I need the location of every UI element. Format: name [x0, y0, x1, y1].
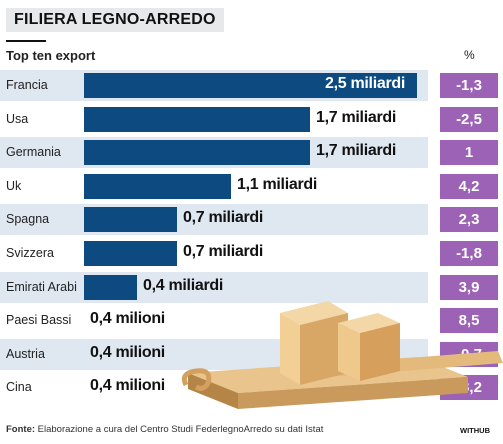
value-label: 0,4 milioni — [90, 343, 165, 361]
category-label: Uk — [6, 178, 22, 193]
category-label: Cina — [6, 380, 32, 395]
chart-row: Francia 2,5 miliardi -1,3 — [0, 70, 503, 101]
bar — [84, 207, 177, 233]
percent-change-label: -1,8 — [440, 241, 498, 266]
source-text: Elaborazione a cura del Centro Studi Fed… — [35, 424, 324, 435]
chart-row: Spagna 0,7 miliardi 2,3 — [0, 204, 503, 236]
category-label: Usa — [6, 111, 29, 126]
percent-change-label: 3,9 — [440, 274, 498, 300]
bar — [84, 274, 137, 300]
percent-change-label: -2,5 — [440, 106, 498, 132]
chart-title: FILIERA LEGNO-ARREDO — [6, 8, 224, 32]
publisher-logo: WITHUB — [460, 426, 490, 435]
header: FILIERA LEGNO-ARREDO — [0, 0, 503, 42]
bar — [84, 173, 231, 199]
value-label: 0,4 milioni — [90, 377, 165, 395]
category-label: Paesi Bassi — [6, 313, 72, 328]
chart-row: Germania 1,7 miliardi 1 — [0, 137, 503, 169]
value-label: 1,7 miliardi — [316, 108, 396, 126]
category-label: Spagna — [6, 212, 50, 227]
category-label: Emirati Arabi — [6, 279, 77, 294]
value-label: 1,7 miliardi — [316, 142, 396, 160]
percent-change-label: 2,3 — [440, 207, 498, 233]
bar — [84, 140, 310, 166]
bar-chart: Francia 2,5 miliardi -1,3 Usa 1,7 miliardi -2… — [0, 70, 503, 408]
category-label: Svizzera — [6, 246, 54, 260]
value-label: 0,7 miliardi — [183, 209, 263, 227]
value-label: 0,7 miliardi — [183, 243, 263, 260]
percent-change-label: -1,3 — [440, 73, 498, 98]
chart-row: Uk 1,1 miliardi 4,2 — [0, 170, 503, 202]
title-rule — [6, 40, 46, 42]
bar — [84, 241, 177, 266]
percent-change-label: 8,5 — [440, 308, 498, 334]
chart-row: Svizzera 0,7 miliardi -1,8 — [0, 238, 503, 269]
value-label: 0,4 miliardi — [143, 276, 223, 294]
value-label: 2,5 miliardi — [325, 75, 405, 92]
source-note: Fonte: Elaborazione a cura del Centro St… — [6, 424, 323, 435]
chart-row: Usa 1,7 miliardi -2,5 — [0, 103, 503, 135]
percent-column-header: % — [464, 48, 475, 62]
row-background — [0, 238, 428, 269]
source-label: Fonte: — [6, 424, 36, 435]
value-label: 0,4 milioni — [90, 310, 165, 328]
category-label: Austria — [6, 346, 45, 361]
row-background — [0, 271, 428, 303]
chart-row: Emirati Arabi 0,4 miliardi 3,9 — [0, 271, 503, 303]
category-label: Francia — [6, 78, 48, 92]
percent-change-label: 1 — [440, 140, 498, 166]
category-label: Germania — [6, 145, 61, 160]
percent-change-label: 4,2 — [440, 173, 498, 199]
bar — [84, 73, 417, 98]
chart-subtitle: Top ten export — [6, 48, 96, 63]
value-label: 1,1 miliardi — [237, 175, 317, 193]
bar — [84, 106, 310, 132]
row-background — [0, 204, 428, 236]
wood-planks-illustration — [181, 301, 503, 409]
